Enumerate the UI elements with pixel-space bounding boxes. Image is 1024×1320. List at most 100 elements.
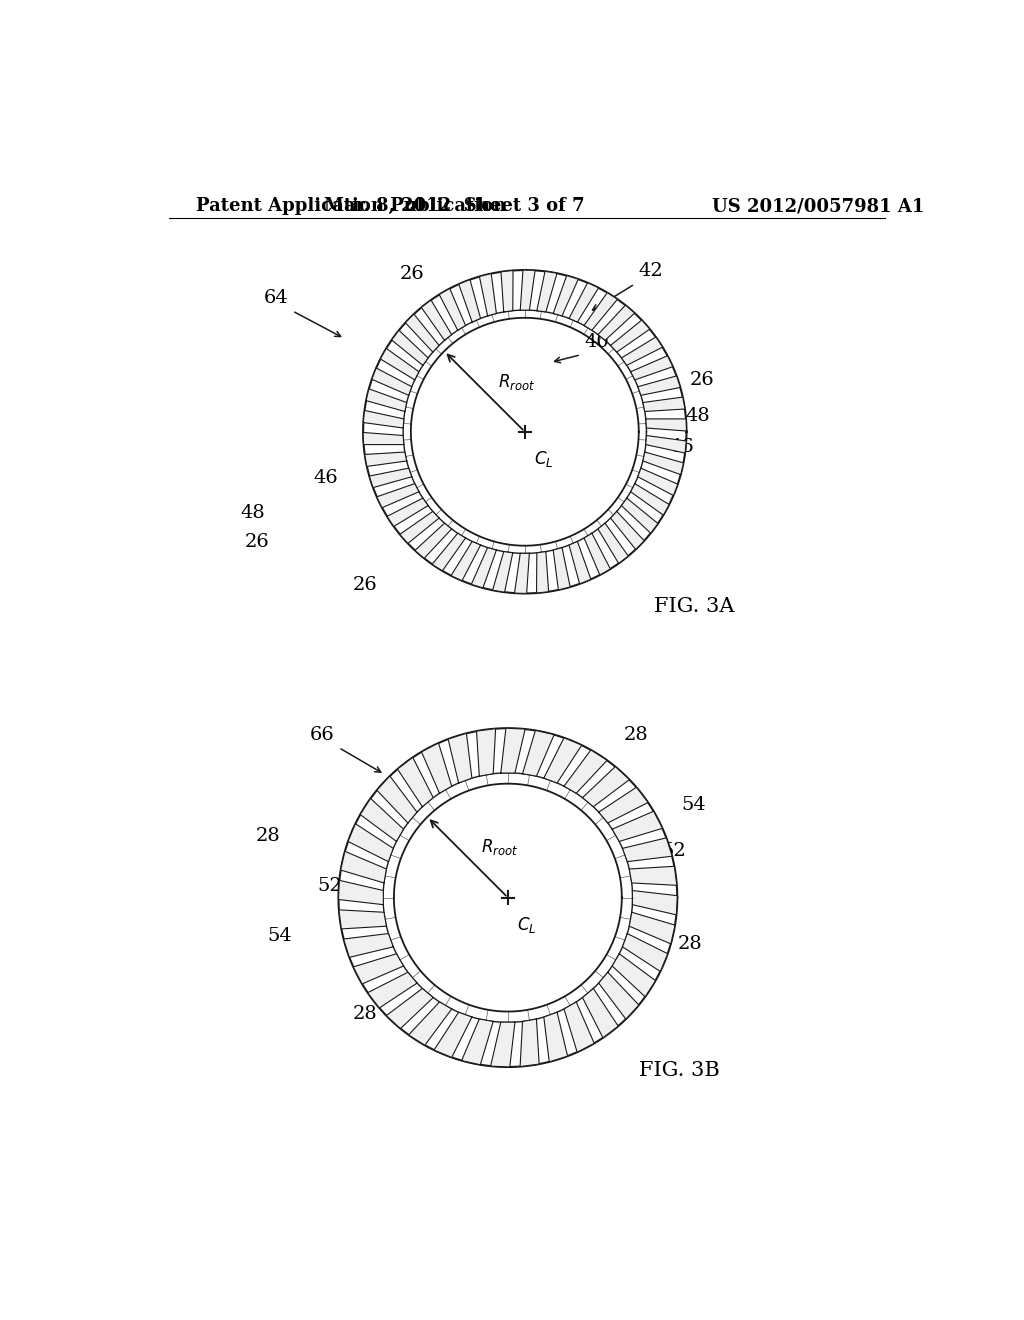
Polygon shape [459,280,480,322]
Text: $R_{root}$: $R_{root}$ [498,372,536,392]
Polygon shape [348,824,393,862]
Text: 64: 64 [263,289,289,308]
Text: 42: 42 [639,263,664,280]
Polygon shape [646,418,686,432]
Polygon shape [415,523,452,558]
Polygon shape [462,1019,494,1065]
Text: 66: 66 [310,726,335,743]
Text: 28: 28 [624,726,648,743]
Text: FIG. 3A: FIG. 3A [654,597,734,616]
Polygon shape [344,933,393,957]
Polygon shape [622,498,658,533]
Polygon shape [406,314,439,352]
Polygon shape [631,356,673,380]
Polygon shape [569,541,591,583]
Text: 46: 46 [313,469,339,487]
Text: US 2012/0057981 A1: US 2012/0057981 A1 [712,197,925,215]
Polygon shape [537,272,557,312]
Polygon shape [598,305,635,341]
Polygon shape [422,743,452,793]
Text: 54: 54 [267,927,292,945]
Text: 48: 48 [685,408,710,425]
Text: 28: 28 [256,828,281,845]
Polygon shape [391,330,428,366]
Text: 48: 48 [241,504,265,521]
Polygon shape [514,553,529,594]
Polygon shape [631,483,670,515]
Polygon shape [386,989,433,1028]
Polygon shape [360,799,403,841]
Polygon shape [599,973,639,1019]
Polygon shape [564,1002,594,1052]
Polygon shape [569,282,599,322]
Text: Patent Application Publication: Patent Application Publication [196,197,506,215]
Polygon shape [368,973,417,1008]
Polygon shape [341,851,386,883]
Polygon shape [623,838,672,862]
Text: 26: 26 [353,576,378,594]
Polygon shape [584,293,617,330]
Polygon shape [471,548,497,587]
Polygon shape [364,411,403,428]
Polygon shape [537,552,549,593]
Polygon shape [397,758,433,807]
Polygon shape [365,451,407,466]
Polygon shape [583,989,618,1038]
Polygon shape [476,729,496,776]
Polygon shape [364,433,403,445]
Polygon shape [612,812,663,841]
Polygon shape [643,451,683,475]
Polygon shape [377,776,417,822]
Polygon shape [598,523,629,564]
Polygon shape [520,1019,540,1067]
Polygon shape [520,271,536,310]
Polygon shape [372,368,412,396]
Polygon shape [493,552,513,593]
Polygon shape [584,533,610,576]
Polygon shape [544,1012,567,1061]
Polygon shape [553,276,579,315]
Polygon shape [449,734,472,783]
Text: 26: 26 [245,533,269,550]
Polygon shape [490,1022,515,1067]
Polygon shape [479,273,497,315]
Polygon shape [370,469,412,487]
Polygon shape [432,533,466,570]
Polygon shape [380,348,419,380]
Polygon shape [622,337,663,366]
Text: Mar. 8, 2012  Sheet 3 of 7: Mar. 8, 2012 Sheet 3 of 7 [324,197,585,215]
Polygon shape [339,909,386,929]
Polygon shape [633,891,677,915]
Polygon shape [638,469,678,495]
Polygon shape [610,511,644,549]
Polygon shape [630,866,677,886]
Polygon shape [387,498,428,527]
Polygon shape [522,730,554,776]
Polygon shape [399,511,439,544]
Polygon shape [501,729,525,774]
Text: 28: 28 [677,935,702,953]
Text: 54: 54 [681,796,706,814]
Polygon shape [377,483,419,508]
Text: 52: 52 [662,842,687,861]
Polygon shape [638,376,680,396]
Text: 52: 52 [317,876,342,895]
Polygon shape [409,1002,452,1045]
Text: 26: 26 [399,265,424,284]
Polygon shape [353,954,403,983]
Text: 26: 26 [689,371,715,389]
Polygon shape [339,880,383,904]
Polygon shape [646,436,686,453]
Polygon shape [610,319,650,352]
Polygon shape [643,397,685,412]
Polygon shape [451,541,480,581]
Polygon shape [544,738,582,783]
Polygon shape [583,767,630,807]
Text: 28: 28 [353,1006,378,1023]
Polygon shape [434,1012,472,1057]
Polygon shape [623,933,668,972]
Text: FIG. 3B: FIG. 3B [639,1061,720,1080]
Polygon shape [501,271,513,312]
Polygon shape [439,289,466,330]
Polygon shape [612,954,655,997]
